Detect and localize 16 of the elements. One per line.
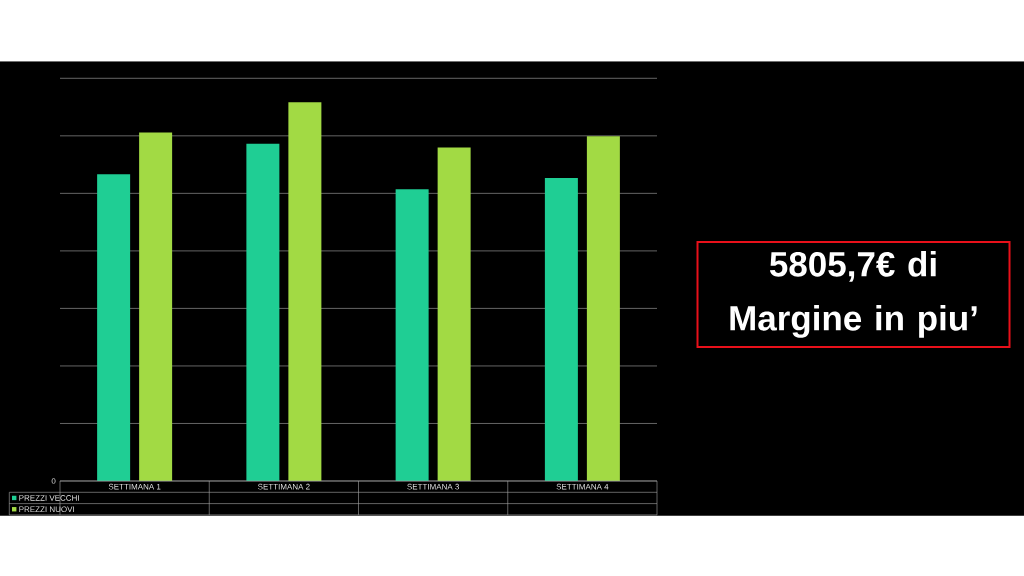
- x-tick-label: SETTIMANA 1: [108, 483, 161, 490]
- bar: [139, 132, 173, 481]
- legend-label: PREZZI VECCHI: [19, 495, 79, 501]
- bar: [586, 136, 620, 481]
- bar: [544, 177, 578, 481]
- legend-label: PREZZI NUOVI: [19, 506, 74, 513]
- bar: [288, 102, 322, 481]
- text: 0: [51, 478, 56, 484]
- x-tick-label: SETTIMANA 2: [258, 483, 310, 490]
- x-tick-label: SETTIMANA 4: [556, 483, 609, 490]
- x-tick-label: SETTIMANA 3: [407, 483, 459, 490]
- bar: [97, 174, 131, 481]
- bar: [246, 143, 280, 481]
- text: 5805,7€ di Margine in piu’: [730, 251, 977, 338]
- bar: [395, 189, 429, 481]
- bar: [437, 147, 471, 481]
